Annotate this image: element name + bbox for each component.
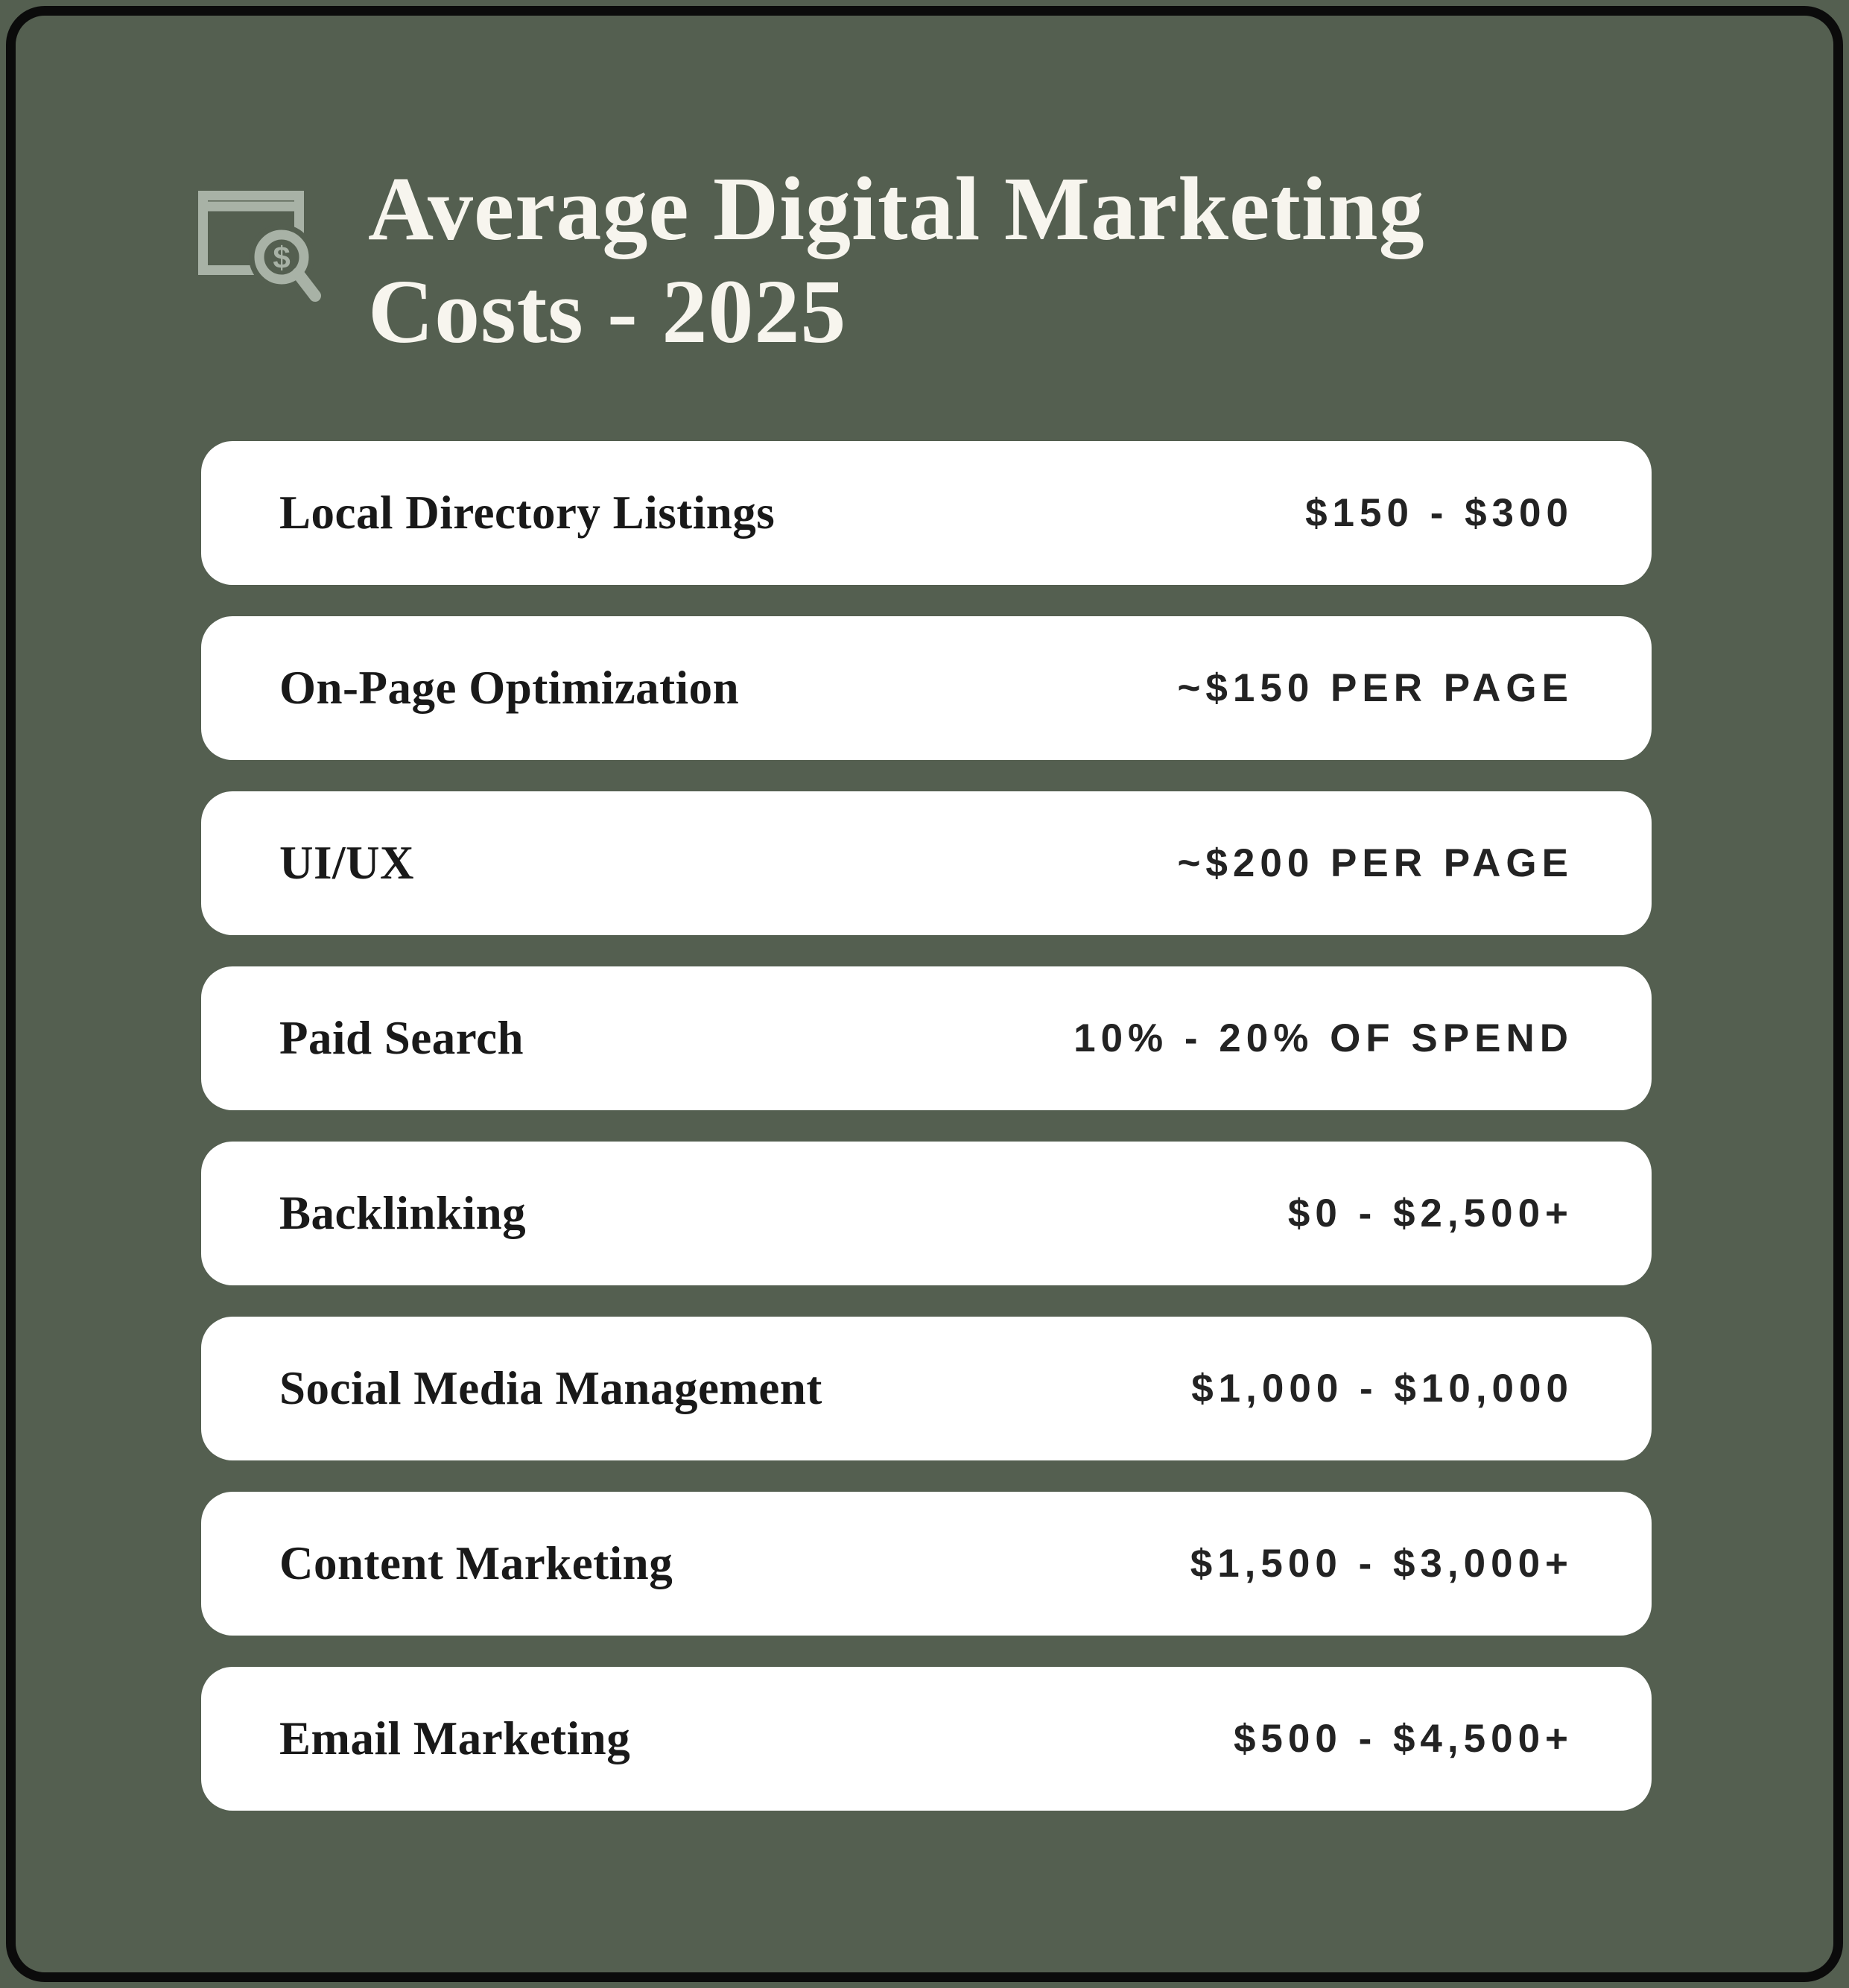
cost-row-value: $1,000 - $10,000 [1191,1367,1573,1411]
page-title-line2: Costs - 2025 [368,262,847,362]
cost-row-label: Email Marketing [279,1712,631,1764]
cost-row-label: Local Directory Listings [279,487,776,539]
cost-row-card: Local Directory Listings $150 - $300 [201,441,1652,585]
cost-row-value: $0 - $2,500+ [1287,1191,1573,1235]
browser-search-dollar-icon: $ [198,191,321,302]
cost-row-label: Social Media Management [279,1362,822,1414]
cost-rows: Local Directory Listings $150 - $300 On-… [201,441,1652,1842]
cost-row-card: Email Marketing $500 - $4,500+ [201,1667,1652,1811]
dollar-sign-glyph: $ [273,240,290,275]
cost-row-card: Content Marketing $1,500 - $3,000+ [201,1492,1652,1636]
magnifier-handle [292,268,321,302]
cost-row-value: ~$150 PER PAGE [1177,666,1573,710]
cost-row-label: Backlinking [279,1187,527,1239]
cost-row-value: $500 - $4,500+ [1233,1717,1573,1761]
page-title-line1: Average Digital Marketing [368,159,1425,259]
cost-row-label: Content Marketing [279,1537,673,1589]
cost-row-card: On-Page Optimization ~$150 PER PAGE [201,616,1652,760]
cost-row-value: $150 - $300 [1305,491,1573,535]
magnifier-ring [254,229,309,285]
page-title: Average Digital Marketing Costs - 2025 [368,158,1425,364]
cost-row-label: On-Page Optimization [279,662,740,714]
cost-row-label: Paid Search [279,1012,524,1064]
cost-row-label: UI/UX [279,837,415,889]
cost-row-value: $1,500 - $3,000+ [1190,1542,1573,1586]
cost-row-card: Paid Search 10% - 20% OF SPEND [201,966,1652,1110]
cost-row-value: 10% - 20% OF SPEND [1073,1016,1573,1060]
cost-row-card: Social Media Management $1,000 - $10,000 [201,1317,1652,1460]
cost-row-value: ~$200 PER PAGE [1177,841,1573,885]
cost-row-card: UI/UX ~$200 PER PAGE [201,791,1652,935]
cost-row-card: Backlinking $0 - $2,500+ [201,1142,1652,1285]
